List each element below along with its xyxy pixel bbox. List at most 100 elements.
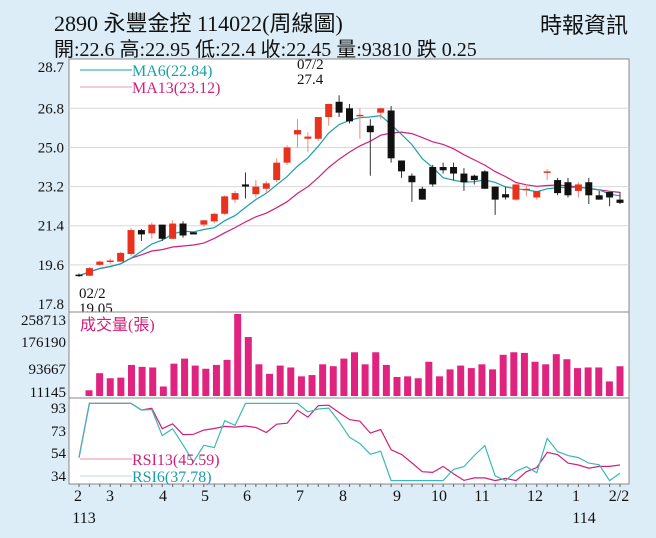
candle [554,177,562,196]
candle [616,192,624,204]
rsi-panel [68,397,630,485]
candle [366,119,374,176]
svg-text:5: 5 [201,488,209,505]
candle [252,180,260,198]
svg-text:93667: 93667 [29,362,67,378]
volume-bar [574,368,582,396]
candle [491,186,499,215]
volume-bar [467,368,475,396]
volume-bar [552,354,560,396]
volume-bar [499,354,507,396]
candle [169,220,177,239]
candle [262,181,270,194]
svg-text:25.0: 25.0 [38,140,64,156]
volume-bar [425,361,433,396]
svg-text:27.4: 27.4 [297,72,324,88]
volume-bar [435,376,443,396]
candle [314,117,322,141]
volume-bar [149,367,157,396]
svg-text:23.2: 23.2 [38,180,64,196]
candle [304,132,312,152]
svg-text:73: 73 [51,424,66,440]
volume-bar [329,366,337,396]
svg-text:11: 11 [474,488,489,505]
svg-text:6: 6 [243,488,251,505]
candlesticks [75,95,624,277]
candle [574,182,582,198]
candle [595,190,603,200]
candle [398,160,406,178]
volume-bar [234,314,242,396]
candle [221,195,229,215]
volume-bar [351,352,358,396]
price-panel [68,58,630,313]
rsi13-legend: RSI13(45.59) [132,452,220,469]
volume-bar [393,376,401,396]
volume-bar [457,365,465,396]
volume-bar [531,361,539,396]
rsi-legend: RSI13(45.59) RSI6(37.78) [80,452,220,486]
candle [387,106,395,163]
candle [210,212,218,224]
svg-text:54: 54 [51,446,67,462]
volume-bar [340,358,348,396]
candle [460,168,468,191]
ma6-legend: MA6(22.84) [132,63,212,80]
candle [512,184,520,201]
volume-bar [244,337,252,396]
volume-bar [266,373,274,396]
volume-bar [181,358,189,396]
candle [585,177,593,204]
candle [96,260,104,266]
volume-bar [414,378,422,396]
volume-bar [223,359,231,396]
volume-bar [202,368,210,396]
volume-bar [127,364,135,396]
candle [335,95,343,118]
candle [75,273,83,277]
candle [450,162,458,181]
volume-title: 成交量(張) [80,316,155,334]
svg-text:258713: 258713 [21,313,66,329]
candle [606,192,614,207]
candle [377,108,385,120]
volume-bar [319,364,327,396]
volume-bar [382,364,390,396]
candle [189,232,197,235]
volume-bar [595,367,603,396]
svg-text:19.6: 19.6 [38,258,65,274]
volume-bar [605,381,613,396]
candle [241,172,249,199]
svg-text:07/2: 07/2 [297,57,324,73]
svg-text:2/2: 2/2 [609,488,629,505]
volume-bar [372,352,380,396]
volume-bar [96,373,104,396]
svg-text:10: 10 [431,488,447,505]
volume-bar [308,375,316,396]
candle [117,251,125,262]
volume-bar [446,369,454,396]
svg-text:3: 3 [106,488,114,505]
volume-bar [255,364,263,396]
svg-text:34: 34 [51,469,67,485]
svg-text:02/2: 02/2 [79,286,106,302]
svg-text:26.8: 26.8 [38,101,64,117]
candle [522,184,530,197]
volume-bar [616,366,624,396]
candle [356,108,364,139]
volume-bar [85,390,93,396]
candle [502,186,510,200]
price-legend: MA6(22.84) MA13(23.12) [80,63,220,97]
candle [543,169,551,181]
svg-text:113: 113 [72,510,95,527]
volume-bar [584,367,592,396]
volume-bar [117,377,125,396]
svg-text:93: 93 [51,401,66,417]
svg-text:17.8: 17.8 [38,297,64,313]
candle [429,164,437,187]
svg-text:7: 7 [296,488,304,505]
rsi-lines [78,402,621,482]
volume-bar [106,378,114,396]
svg-text:4: 4 [159,488,167,505]
candle [470,174,478,185]
